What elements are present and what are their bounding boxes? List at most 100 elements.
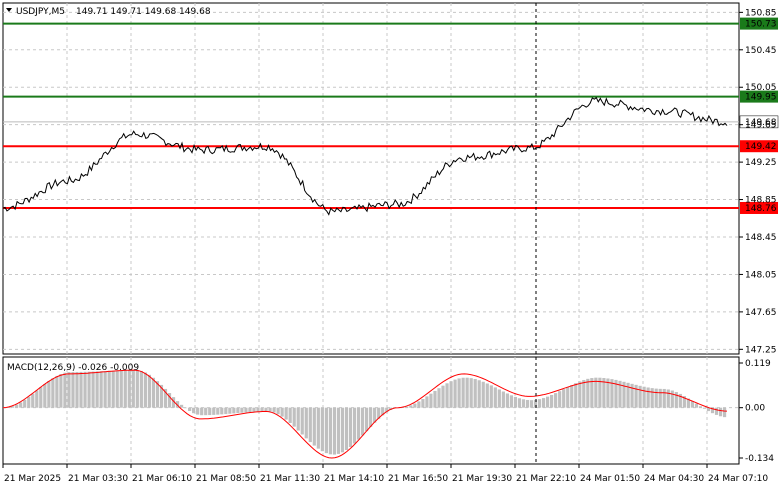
macd-bar [300, 407, 304, 435]
price-tick-label: 148.05 [745, 270, 777, 280]
macd-bar [425, 396, 429, 408]
macd-bar [554, 393, 558, 408]
macd-bar [208, 407, 212, 416]
macd-bar [340, 407, 345, 453]
macd-bar [409, 405, 413, 408]
price-tick-label: 149.65 [745, 121, 777, 131]
time-tick-label: 21 Mar 08:50 [196, 474, 256, 484]
price-series [2, 96, 728, 216]
macd-bar [413, 403, 417, 408]
macd-signal-line [2, 369, 728, 459]
macd-bar [216, 407, 220, 415]
price-tick-label: 150.45 [745, 46, 777, 56]
macd-bar [344, 407, 349, 450]
macd-bar [352, 407, 357, 444]
macd-bar [558, 391, 562, 408]
macd-bar [521, 399, 526, 408]
macd-bar [401, 407, 405, 408]
macd-bar [11, 406, 15, 408]
macd-bar [123, 370, 127, 408]
macd-bar [184, 407, 188, 409]
macd-bar [103, 371, 107, 408]
macd-bar [377, 407, 381, 419]
macd-bar [578, 381, 582, 408]
macd-bar [292, 407, 296, 427]
macd-bar [493, 387, 497, 408]
time-tick-label: 21 Mar 14:10 [324, 474, 384, 484]
triangle-down-icon[interactable] [6, 8, 12, 12]
macd-bar [481, 381, 485, 408]
macd-bar [39, 387, 43, 408]
macd-bar [517, 398, 522, 408]
macd-bar [47, 381, 51, 408]
macd-bar [119, 370, 123, 408]
macd-series [2, 369, 728, 459]
macd-bar [252, 407, 256, 412]
macd-bar [529, 400, 534, 408]
macd-bar [686, 398, 690, 408]
macd-bar [332, 407, 337, 455]
macd-bar [441, 385, 445, 408]
macd-bar [658, 388, 662, 408]
macd-bar [288, 407, 292, 423]
price-tick-label: 150.85 [745, 8, 777, 18]
macd-bar [143, 372, 147, 408]
price-panel[interactable] [2, 2, 740, 355]
macd-tick-label: 0.119 [745, 359, 771, 369]
macd-bar [51, 378, 55, 408]
level-label: 149.42 [745, 142, 777, 152]
price-tick-label: 148.85 [745, 196, 777, 206]
macd-bar [537, 399, 542, 408]
macd-bar [220, 407, 224, 415]
macd-bar [272, 407, 276, 413]
macd-bar [95, 371, 99, 408]
macd-bar [678, 393, 682, 408]
macd-bar [111, 370, 115, 408]
macd-bar [139, 370, 143, 408]
macd-bar [566, 387, 570, 408]
macd-bar [682, 396, 686, 408]
macd-bar [373, 407, 377, 423]
time-tick-label: 21 Mar 22:10 [516, 474, 576, 484]
macd-bar [582, 379, 586, 408]
price-line [2, 96, 728, 216]
time-tick-label: 21 Mar 03:30 [68, 474, 128, 484]
macd-bar [473, 379, 477, 408]
macd-bar [27, 396, 31, 408]
macd-bar [19, 402, 23, 408]
time-tick-label: 21 Mar 06:10 [132, 474, 192, 484]
macd-bar [546, 396, 550, 408]
macd-bar [324, 407, 328, 454]
macd-bar [594, 377, 598, 408]
level-label: 149.95 [745, 93, 777, 103]
macd-bar [356, 407, 361, 440]
macd-bar [240, 407, 244, 413]
macd-bar [260, 407, 264, 412]
macd-bar [405, 406, 409, 408]
macd-bar [135, 370, 139, 408]
macd-bar [204, 407, 208, 416]
macd-bar [421, 398, 425, 408]
macd-bar [710, 407, 715, 414]
time-tick-label: 21 Mar 19:30 [452, 474, 512, 484]
macd-bar [163, 388, 168, 408]
macd-bar [179, 404, 184, 408]
level-tag [740, 17, 778, 30]
macd-bar [35, 390, 39, 408]
macd-bar [284, 407, 288, 420]
macd-bar [91, 371, 95, 408]
macd-bar [248, 407, 252, 413]
macd-bar [513, 396, 518, 408]
macd-bar [192, 407, 196, 414]
macd-bar [417, 401, 421, 408]
macd-bar [646, 387, 650, 408]
level-lines: 150.73 149.95 149.68 149.42 148.76 [3, 17, 779, 214]
macd-bar [312, 407, 316, 446]
macd-bar [385, 407, 389, 413]
macd-bar [654, 388, 658, 408]
macd-bar [175, 401, 180, 408]
macd-bar [365, 407, 369, 432]
macd-bar [23, 399, 27, 408]
macd-bar [147, 374, 151, 408]
